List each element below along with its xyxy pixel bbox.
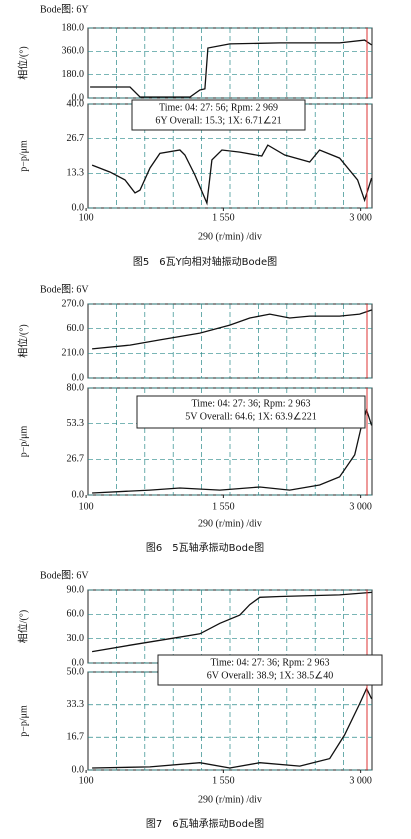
curve [91,144,373,206]
y-axis-label: 相位/(°) [16,610,29,643]
curve [91,591,372,653]
info-text: 6V Overall: 38.9; 1X: 38.5∠40 [207,670,334,681]
y-tick-label: 26.7 [67,454,85,465]
figure-caption: 图5 6瓦Y向相对轴振动Bode图 [133,255,277,268]
x-tick-label: 1 550 [212,212,235,223]
y-tick-label: 60.0 [67,609,85,620]
y-tick-label: 30.0 [67,633,85,644]
info-text: Time: 04: 27: 56; Rpm: 2 969 [159,102,278,113]
x-tick-label: 3 000 [349,775,372,786]
bode-label: Bode图: 6V [40,283,89,295]
info-text: Time: 04: 27: 36; Rpm: 2 963 [210,657,329,668]
y-tick-label: 13.3 [67,168,85,179]
y-tick-label: 26.7 [67,133,85,144]
info-text: Time: 04: 27: 36; Rpm: 2 963 [191,398,310,409]
info-text: 6Y Overall: 15.3; 1X: 6.71∠21 [155,115,281,126]
y-tick-label: 33.3 [67,699,85,710]
y-tick-label: 0.0 [72,372,85,383]
curve [90,39,372,98]
x-axis-label: 290 (r/min) /div [198,794,262,805]
y-tick-label: 0.0 [72,489,85,500]
y-tick-label: 270.0 [62,298,85,309]
y-axis-label: p−p/μm [18,140,29,172]
y-axis-label: 相位/(°) [16,46,29,79]
x-tick-label: 1 550 [212,501,235,512]
y-tick-label: 80.0 [67,382,85,393]
x-axis-label: 290 (r/min) /div [198,518,262,529]
y-tick-label: 60.0 [67,323,85,334]
y-tick-label: 50.0 [67,666,85,677]
info-box [136,395,366,429]
y-tick-label: 0.0 [72,657,85,668]
y-tick-label: 180.0 [62,22,85,33]
x-axis-label: 290 (r/min) /div [198,231,262,242]
info-box [131,99,306,131]
y-axis-label: 相位/(°) [16,324,29,357]
figure-caption: 图7 6瓦轴承振动Bode图 [146,817,264,830]
info-text: 5V Overall: 64.6; 1X: 63.9∠221 [185,411,317,422]
x-tick-label: 3 000 [349,501,372,512]
bode-label: Bode图: 6Y [40,3,89,15]
x-tick-label: 1 550 [212,775,235,786]
curve [92,309,372,350]
y-tick-label: 360.0 [62,46,85,57]
y-tick-label: 210.0 [62,348,85,359]
y-tick-label: 0.0 [72,764,85,775]
x-tick-label: 3 000 [349,212,372,223]
x-tick-label: 100 [79,775,94,786]
y-axis-label: p−p/μm [18,426,29,458]
bode-label: Bode图: 6V [40,569,89,581]
y-tick-label: 40.0 [67,98,85,109]
y-tick-label: 16.7 [67,732,85,743]
y-axis-label: p−p/μm [18,705,29,737]
y-tick-label: 0.0 [72,92,85,103]
curve [92,686,373,769]
y-tick-label: 0.0 [72,202,85,213]
x-tick-label: 100 [79,501,94,512]
x-tick-label: 100 [79,212,94,223]
figure-caption: 图6 5瓦轴承振动Bode图 [146,541,264,554]
y-tick-label: 90.0 [67,584,85,595]
y-tick-label: 53.3 [67,418,85,429]
info-box [157,654,383,686]
y-tick-label: 180.0 [62,69,85,80]
